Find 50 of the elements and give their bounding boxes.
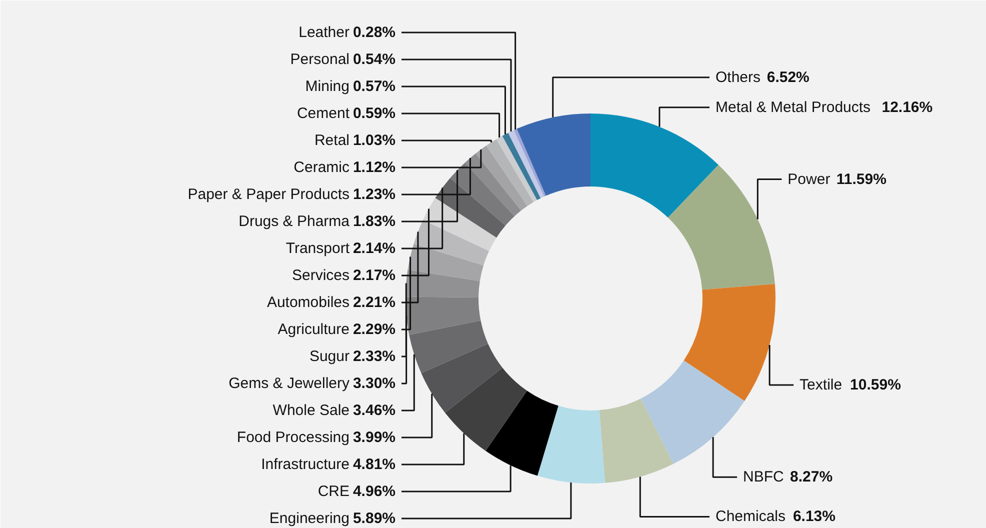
data-label: 1.03% (352, 132, 396, 149)
slice-label: Automobiles (266, 294, 350, 311)
slice-label: CRE (318, 483, 350, 500)
data-label: 8.27% (790, 468, 833, 486)
slice-label: Whole Sale (272, 402, 350, 419)
slice-label: Chemicals (716, 508, 786, 526)
data-label: 1.83% (352, 213, 396, 230)
data-label: 2.29% (352, 321, 396, 338)
slice-label: Mining (305, 78, 350, 95)
data-label: 5.89% (352, 510, 396, 527)
data-label: 6.52% (766, 68, 810, 86)
slice-label: Textile (800, 376, 842, 394)
slice-label: Transport (286, 240, 350, 257)
slice-label: Services (292, 267, 350, 284)
data-label: 11.59% (836, 170, 886, 188)
slice-label: Infrastructure (261, 456, 350, 473)
data-label: 2.21% (352, 294, 396, 311)
data-label: 0.54% (352, 51, 396, 68)
slice-label: Sugur (309, 348, 350, 365)
data-label: 3.99% (352, 429, 396, 446)
data-label: 1.23% (352, 186, 396, 203)
data-label: 4.81% (352, 456, 396, 473)
slice-label: Food Processing (236, 429, 350, 446)
slice-label: Engineering (269, 510, 350, 527)
slice-label: Ceramic (294, 159, 350, 176)
slice-label: Personal (290, 51, 350, 68)
slice-label: Metal & Metal Products (716, 98, 871, 116)
data-label: 0.59% (352, 105, 396, 122)
data-label: 10.59% (850, 376, 901, 394)
data-label: 12.16% (882, 98, 933, 116)
data-label: 6.13% (792, 508, 836, 526)
data-label: 4.96% (352, 483, 396, 500)
data-label: 2.33% (352, 348, 396, 365)
slice-label: Retal (314, 132, 350, 149)
slice-label: Gems & Jewellery (228, 375, 350, 392)
data-label: 3.46% (352, 402, 396, 419)
data-label: 0.57% (352, 78, 396, 95)
slice-label: Agriculture (278, 321, 350, 338)
slice-label: Power (788, 170, 830, 188)
data-label: 2.14% (352, 240, 396, 257)
slice-label: Leather (298, 24, 350, 41)
slice-label: Others (716, 68, 761, 86)
data-label: 0.28% (352, 24, 396, 41)
slice-label: NBFC (743, 468, 784, 486)
slice-label: Drugs & Pharma (238, 213, 350, 230)
data-label: 2.17% (352, 267, 396, 284)
slice-label: Paper & Paper Products (188, 186, 350, 203)
slice-label: Cement (296, 105, 350, 122)
data-label: 1.12% (352, 159, 396, 176)
data-label: 3.30% (352, 375, 396, 392)
